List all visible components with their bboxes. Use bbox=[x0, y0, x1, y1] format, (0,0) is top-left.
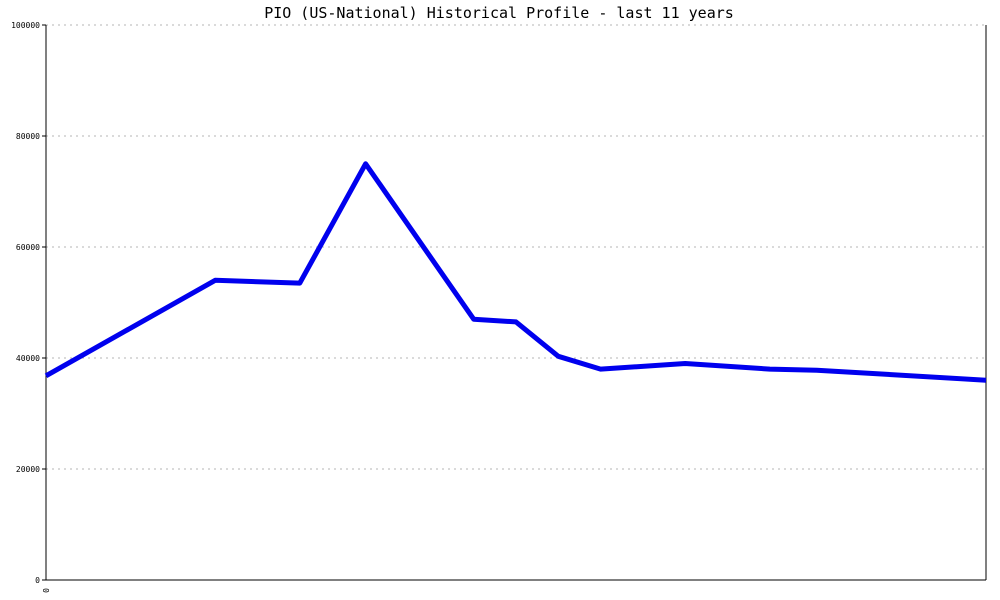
series-layer bbox=[44, 161, 987, 383]
y-tick-label: 0 bbox=[35, 576, 40, 585]
tick-labels: 0 20000 40000 60000 80000 100000 0 bbox=[11, 21, 51, 593]
grid-lines bbox=[46, 24, 986, 470]
y-tick-label: 20000 bbox=[16, 465, 40, 474]
y-tick-label: 40000 bbox=[16, 354, 40, 363]
series-line bbox=[44, 161, 987, 383]
y-tick-label: 60000 bbox=[16, 243, 40, 252]
chart-title: PIO (US-National) Historical Profile - l… bbox=[264, 4, 734, 22]
axes bbox=[42, 24, 987, 581]
x-tick-label: 0 bbox=[42, 588, 51, 593]
y-tick-label: 100000 bbox=[11, 21, 40, 30]
y-tick-label: 80000 bbox=[16, 132, 40, 141]
